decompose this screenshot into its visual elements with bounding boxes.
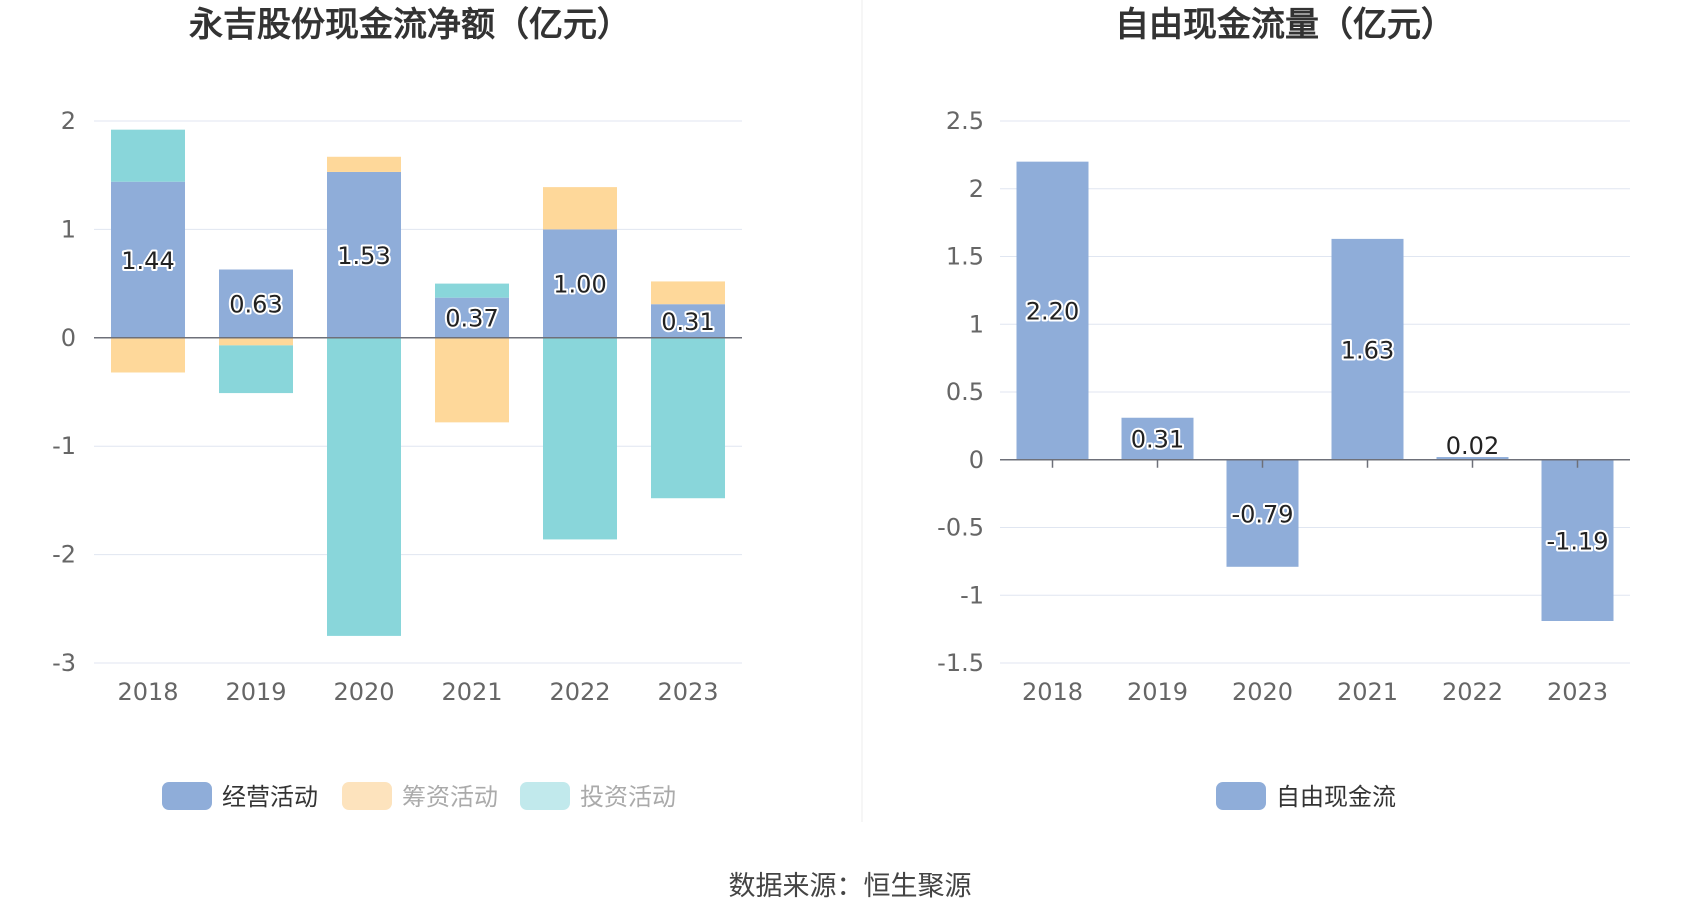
y-tick-label: 2 (61, 107, 76, 135)
bars (1016, 161, 1614, 621)
y-tick-label: 1.5 (946, 243, 984, 271)
data-labels: 1.44 0.63 1.53 0.37 1.00 0.31 (119, 240, 716, 338)
y-tick-label: 1 (969, 310, 984, 338)
data-label: 2.20 (1026, 298, 1079, 326)
grid-lines (94, 120, 742, 664)
y-tick-label: 0.5 (946, 378, 984, 406)
bar-投资活动-2023 (651, 337, 725, 499)
axes: 2.5 2 1.5 1 0.5 0 -0.5 -1 -1.5 2018 2019 2020 2021 20… (937, 107, 1630, 706)
x-tick-label: 2019 (1127, 678, 1188, 706)
bar-投资活动-2022 (543, 337, 617, 540)
y-tick-label: -3 (52, 649, 76, 677)
legend-swatch (342, 782, 392, 810)
bar-自由现金流-2019 (1121, 417, 1194, 460)
x-tick-label: 2021 (441, 678, 502, 706)
data-label: 0.37 (445, 305, 498, 333)
data-label: 0.31 (661, 308, 714, 336)
legend-label: 自由现金流 (1276, 783, 1396, 811)
free-cash-flow-chart: 自由现金流量（亿元） 2.5 2 1.5 1 0.5 0 -0.5 -1 -1.5 2018 201… (937, 5, 1630, 811)
data-label: 1.44 (121, 247, 174, 275)
data-label: -1.19 (1546, 527, 1608, 555)
bar-经营活动-2021 (435, 297, 509, 338)
bar-自由现金流-2021 (1331, 238, 1404, 460)
chart-title: 永吉股份现金流净额（亿元） (189, 5, 631, 45)
data-label: 1.00 (553, 271, 606, 299)
x-tick-label: 2018 (1022, 678, 1083, 706)
x-tick-label: 2023 (1547, 678, 1608, 706)
bar-投资活动-2019 (219, 345, 293, 394)
grid-lines (1000, 120, 1630, 664)
y-tick-label: 2 (969, 175, 984, 203)
bar-经营活动-2020 (327, 171, 401, 338)
data-labels: 2.20 0.31 -0.79 1.63 0.02 -1.19 (1024, 296, 1611, 558)
bar-筹资活动-2023 (651, 281, 725, 305)
x-tick-label: 2018 (117, 678, 178, 706)
bar-筹资活动-2020 (327, 156, 401, 172)
bar-筹资活动-2022 (543, 187, 617, 230)
axes: 2 1 0 -1 -2 -3 2018 2019 2020 2021 2022 2023 (52, 107, 742, 706)
bar-投资活动-2021 (435, 283, 509, 298)
legend-label: 投资活动 (580, 783, 676, 811)
data-label: 1.63 (1341, 336, 1394, 364)
legend-swatch (162, 782, 212, 810)
y-tick-label: 1 (61, 215, 76, 243)
data-source-note: 数据来源：恒生聚源 (729, 871, 972, 902)
bar-经营活动-2022 (543, 229, 617, 338)
legend-swatch (520, 782, 570, 810)
legend-label: 筹资活动 (402, 783, 498, 811)
data-label: 0.02 (1446, 432, 1499, 460)
bar-筹资活动-2021 (435, 337, 509, 423)
bar-经营活动-2023 (651, 304, 725, 338)
bar-投资活动-2020 (327, 337, 401, 636)
y-tick-label: 2.5 (946, 107, 984, 135)
bar-自由现金流-2018 (1016, 161, 1089, 460)
data-label: 1.53 (337, 242, 390, 270)
bar-自由现金流-2020 (1226, 459, 1299, 567)
legend-swatch (1216, 782, 1266, 810)
y-tick-label: -2 (52, 541, 76, 569)
x-tick-label: 2022 (549, 678, 610, 706)
x-tick-label: 2020 (1232, 678, 1293, 706)
bar-自由现金流-2022 (1436, 457, 1509, 460)
y-tick-label: -1.5 (937, 649, 984, 677)
x-tick-label: 2022 (1442, 678, 1503, 706)
y-tick-label: 0 (61, 324, 76, 352)
legend-label: 经营活动 (222, 783, 318, 811)
chart-title: 自由现金流量（亿元） (1115, 5, 1455, 45)
bar-经营活动-2019 (219, 269, 293, 338)
x-tick-label: 2021 (1337, 678, 1398, 706)
y-tick-label: -0.5 (937, 514, 984, 542)
bars (111, 129, 725, 636)
bar-筹资活动-2018 (111, 337, 185, 373)
y-tick-label: -1 (52, 432, 76, 460)
y-tick-label: 0 (969, 446, 984, 474)
x-tick-label: 2023 (657, 678, 718, 706)
bar-投资活动-2018 (111, 129, 185, 182)
bar-自由现金流-2023 (1541, 459, 1614, 621)
legend: 自由现金流 (1216, 782, 1396, 811)
bar-筹资活动-2019 (219, 337, 293, 346)
bar-经营活动-2018 (111, 181, 185, 338)
x-tick-label: 2019 (225, 678, 286, 706)
x-tick-label: 2020 (333, 678, 394, 706)
data-label: -0.79 (1231, 500, 1293, 528)
y-tick-label: -1 (960, 581, 984, 609)
data-label: 0.31 (1131, 426, 1184, 454)
legend: 经营活动 筹资活动 投资活动 (162, 782, 676, 811)
data-label: 0.63 (229, 291, 282, 319)
